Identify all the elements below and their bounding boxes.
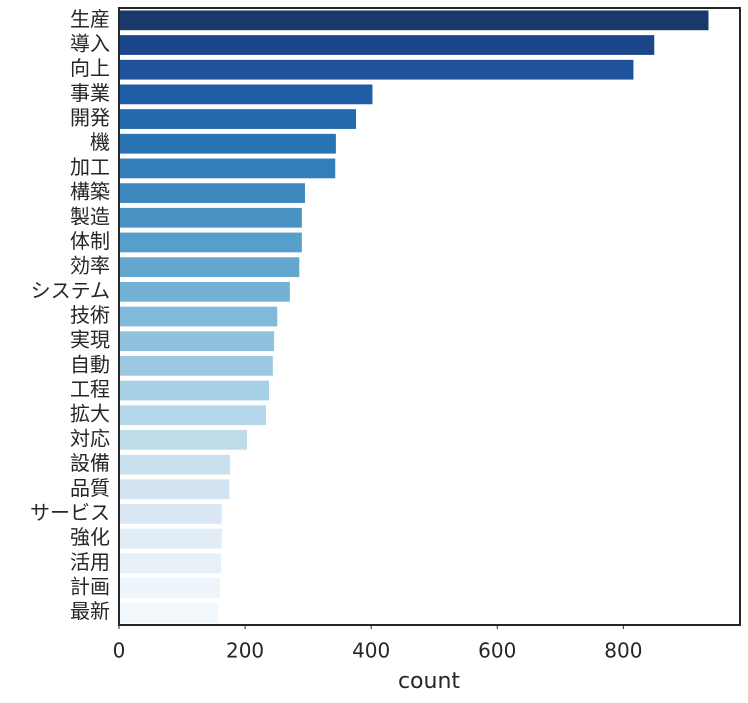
y-tick-label: 開発 xyxy=(70,106,110,130)
bar xyxy=(119,133,336,154)
bar xyxy=(119,158,336,179)
y-tick-label: サービス xyxy=(30,500,110,524)
y-tick-label: 品質 xyxy=(70,476,110,500)
y-tick-label: 事業 xyxy=(70,81,110,105)
bar xyxy=(119,10,709,31)
bar xyxy=(119,232,302,253)
bar xyxy=(119,528,222,549)
y-tick-label: 加工 xyxy=(70,155,110,179)
x-tick-label: 800 xyxy=(604,639,642,663)
bar xyxy=(119,281,290,302)
y-tick-label: 実現 xyxy=(70,328,110,352)
y-tick-label: 計画 xyxy=(70,574,110,598)
y-tick-label: システム xyxy=(31,278,110,302)
bar xyxy=(119,405,266,426)
x-tick-label: 200 xyxy=(226,639,264,663)
bar xyxy=(119,602,218,623)
x-tick-label: 600 xyxy=(478,639,516,663)
bar xyxy=(119,553,222,574)
y-tick-label: 強化 xyxy=(70,525,110,549)
bar xyxy=(119,454,230,475)
y-tick-label: 機 xyxy=(90,130,110,154)
bar xyxy=(119,430,247,450)
y-tick-label: 製造 xyxy=(70,204,110,228)
bar xyxy=(119,355,273,376)
bar xyxy=(119,479,230,500)
y-tick-label: 導入 xyxy=(70,32,110,56)
bar xyxy=(119,578,220,598)
y-tick-label: 対応 xyxy=(70,426,110,450)
plot-frame xyxy=(118,7,741,626)
y-tick-label: 生産 xyxy=(70,7,110,31)
bar xyxy=(119,35,655,55)
y-tick-label: 技術 xyxy=(70,303,110,327)
y-tick-label: 体制 xyxy=(70,229,110,253)
y-tick-label: 最新 xyxy=(70,599,110,623)
bar xyxy=(119,380,270,401)
y-tick-label: 拡大 xyxy=(70,402,110,426)
bar xyxy=(119,109,357,129)
bar xyxy=(119,84,373,105)
y-tick-label: 自動 xyxy=(70,352,110,376)
bar xyxy=(119,183,305,203)
bar xyxy=(119,257,300,278)
bar xyxy=(119,207,302,228)
y-tick-label: 向上 xyxy=(70,56,110,80)
bar xyxy=(119,306,278,327)
bar xyxy=(119,331,275,352)
y-tick-label: 設備 xyxy=(70,451,110,475)
y-tick-label: 効率 xyxy=(70,254,110,278)
x-tick-label: 400 xyxy=(352,639,390,663)
x-axis-label: count xyxy=(398,669,460,694)
x-tick-label: 0 xyxy=(113,639,126,663)
y-tick-label: 活用 xyxy=(70,550,110,574)
y-tick-label: 構築 xyxy=(70,180,110,204)
y-tick-label: 工程 xyxy=(70,377,110,401)
bar xyxy=(119,59,634,80)
bar xyxy=(119,504,222,524)
